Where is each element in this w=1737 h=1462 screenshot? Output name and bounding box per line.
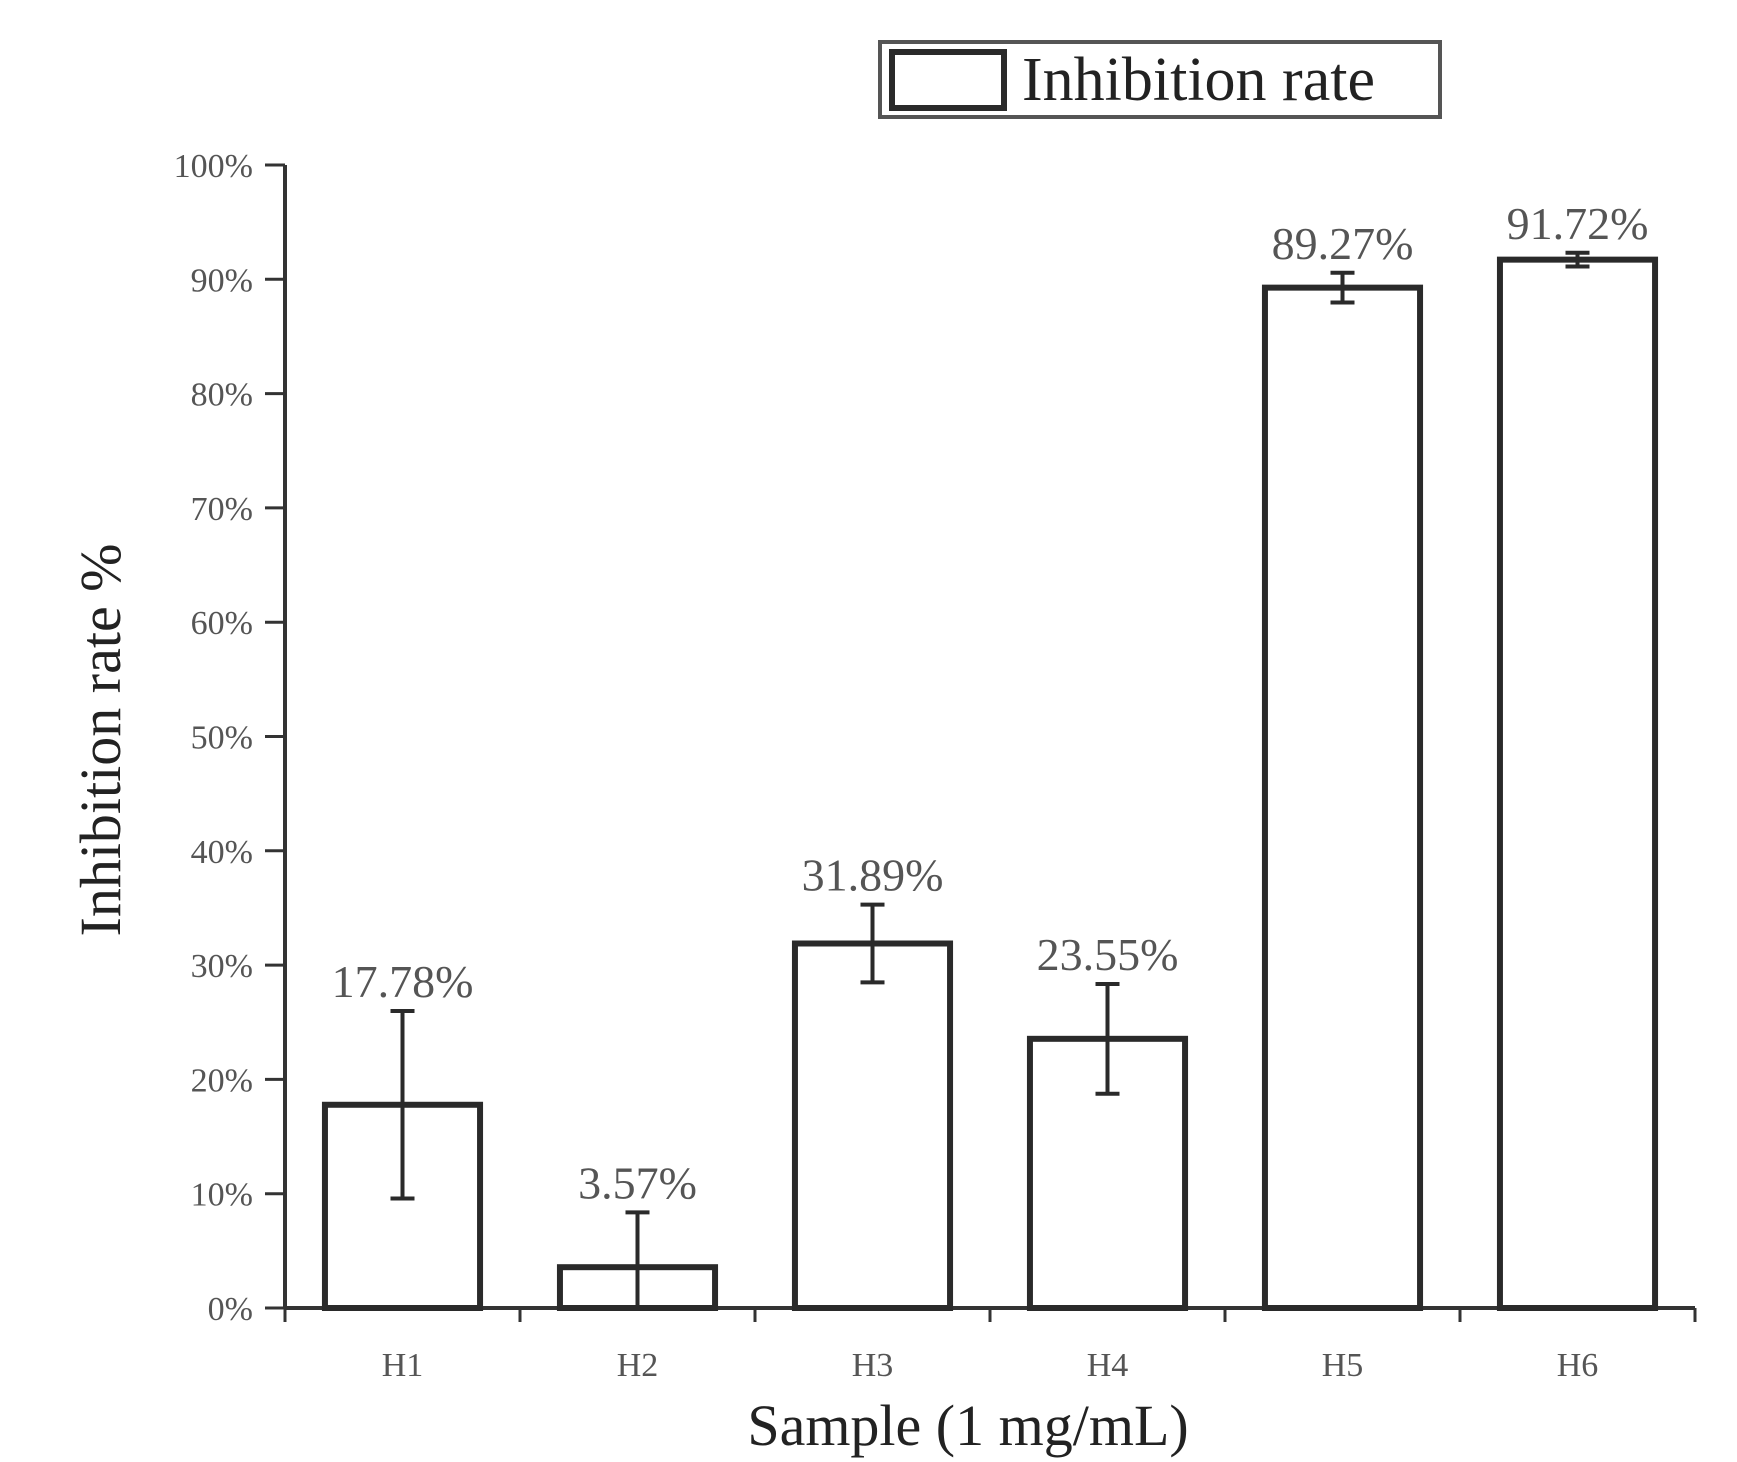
value-label-H5: 89.27% xyxy=(1272,218,1414,269)
bars xyxy=(325,260,1655,1308)
y-tick-label: 70% xyxy=(191,491,253,528)
legend-label: Inhibition rate xyxy=(1022,46,1375,114)
y-tick-label: 0% xyxy=(208,1291,253,1328)
x-tick-label: H2 xyxy=(617,1347,659,1384)
value-label-H1: 17.78% xyxy=(332,956,474,1007)
y-tick-label: 100% xyxy=(174,148,253,185)
x-tick-label: H1 xyxy=(382,1347,424,1384)
bar-H6 xyxy=(1500,260,1655,1308)
legend-swatch xyxy=(892,52,1004,108)
y-tick-label: 60% xyxy=(191,605,253,642)
bar-H5 xyxy=(1265,288,1420,1308)
x-tick-label: H6 xyxy=(1557,1347,1599,1384)
x-tick-label: H4 xyxy=(1087,1347,1129,1384)
inhibition-rate-bar-chart: Inhibition rate 0% 10% 20% 30% 40% 50% 60% 70% 8… xyxy=(0,0,1737,1462)
value-label-H4: 23.55% xyxy=(1037,929,1179,980)
axes xyxy=(285,165,1695,1308)
y-tick-label: 50% xyxy=(191,720,253,757)
y-tick-label: 40% xyxy=(191,834,253,871)
y-tick-label: 30% xyxy=(191,948,253,985)
x-tick-label: H3 xyxy=(852,1347,894,1384)
y-tick-label: 90% xyxy=(191,262,253,299)
value-labels: 17.78% 3.57% 31.89% 23.55% 89.27% 91.72% xyxy=(332,198,1649,1209)
legend: Inhibition rate xyxy=(880,42,1440,117)
value-label-H2: 3.57% xyxy=(578,1157,697,1208)
bar-H3 xyxy=(795,943,950,1308)
y-tick-label: 10% xyxy=(191,1177,253,1214)
x-axis-title: Sample (1 mg/mL) xyxy=(747,1393,1188,1458)
y-tick-label: 20% xyxy=(191,1062,253,1099)
x-tick-label: H5 xyxy=(1322,1347,1364,1384)
value-label-H3: 31.89% xyxy=(802,850,944,901)
y-axis-title: Inhibition rate % xyxy=(68,543,133,936)
y-ticks: 0% 10% 20% 30% 40% 50% 60% 70% 80% 90% 100% xyxy=(174,148,285,1328)
value-label-H6: 91.72% xyxy=(1507,198,1649,249)
y-tick-label: 80% xyxy=(191,377,253,414)
x-ticks: H1 H2 H3 H4 H5 H6 xyxy=(285,1308,1695,1384)
